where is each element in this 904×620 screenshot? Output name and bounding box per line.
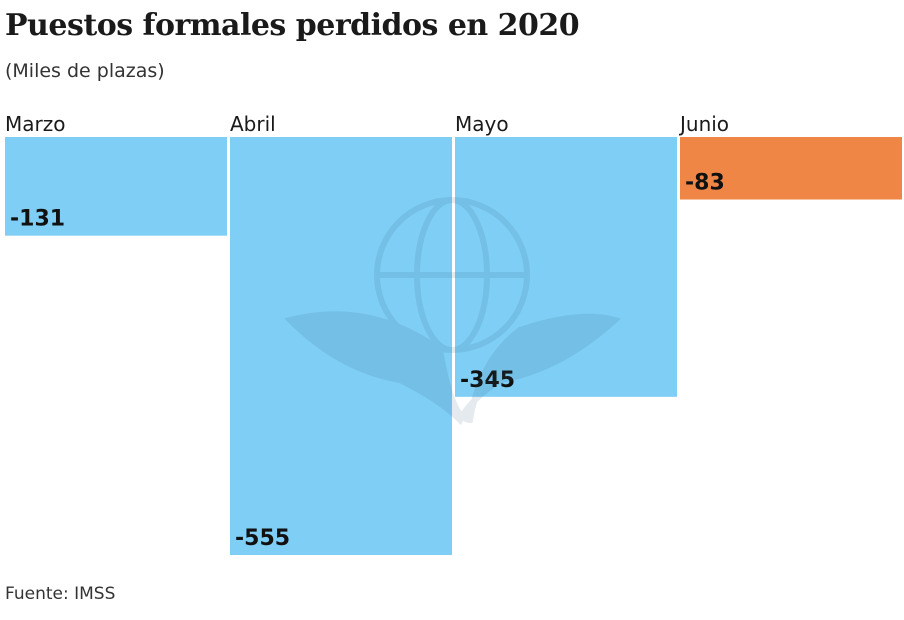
chart-title: Puestos formales perdidos en 2020 bbox=[5, 8, 580, 43]
value-label: -131 bbox=[10, 207, 65, 232]
value-label: -555 bbox=[235, 526, 290, 551]
bar-mayo bbox=[455, 137, 677, 397]
category-label: Mayo bbox=[455, 112, 509, 136]
watermark-logo-icon bbox=[284, 197, 622, 426]
value-label: -83 bbox=[685, 171, 725, 196]
category-label: Abril bbox=[230, 112, 276, 136]
chart-subtitle: (Miles de plazas) bbox=[5, 60, 165, 82]
category-label: Marzo bbox=[5, 112, 65, 136]
chart-source: Fuente: IMSS bbox=[5, 584, 116, 604]
value-label: -345 bbox=[460, 368, 515, 393]
bar-junio bbox=[680, 137, 902, 200]
bar-abril bbox=[230, 137, 452, 555]
category-label: Junio bbox=[678, 112, 729, 136]
bar-marzo bbox=[5, 137, 227, 236]
